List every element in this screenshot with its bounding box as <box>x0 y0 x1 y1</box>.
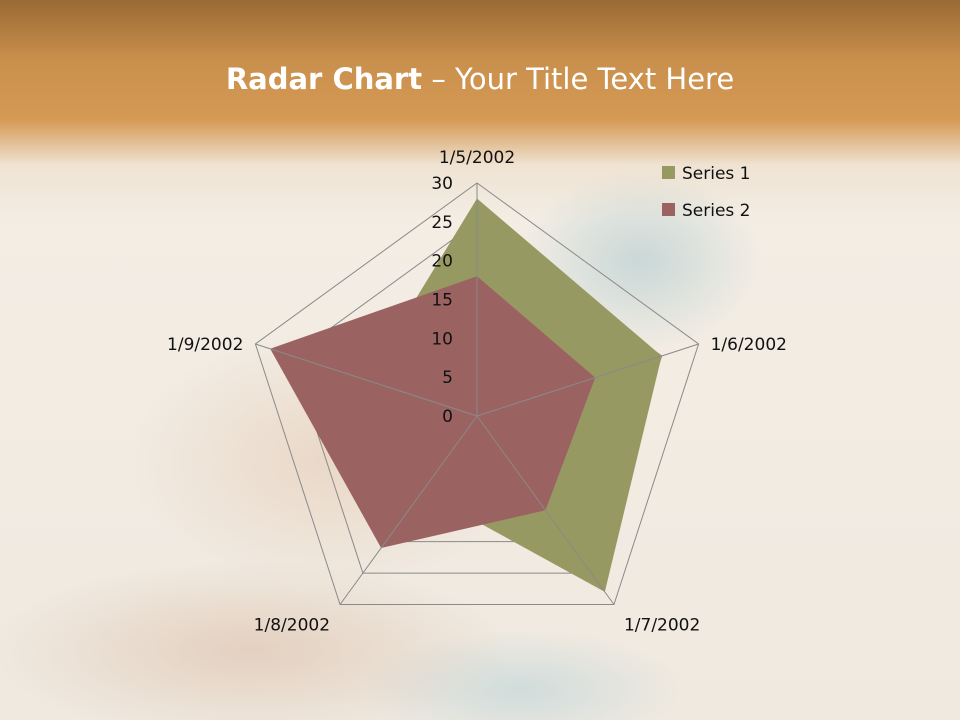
slide-title: Radar Chart – Your Title Text Here <box>0 62 960 96</box>
tick-label: 25 <box>431 213 453 233</box>
category-label: 1/9/2002 <box>167 335 243 355</box>
axis-spoke <box>255 343 478 417</box>
series-2-area <box>270 276 596 548</box>
tick-label: 30 <box>431 174 453 194</box>
category-label: 1/5/2002 <box>439 148 515 168</box>
tick-label: 15 <box>431 291 453 311</box>
grid-ring <box>254 182 700 606</box>
category-label: 1/7/2002 <box>624 616 700 636</box>
legend-label: Series 1 <box>682 164 751 184</box>
legend-label: Series 2 <box>682 201 751 221</box>
axis-spoke <box>476 343 699 417</box>
legend-swatch <box>662 166 675 179</box>
tick-label: 0 <box>442 407 453 427</box>
tick-label: 5 <box>442 368 453 388</box>
title-rest: – Your Title Text Here <box>422 62 735 96</box>
category-label: 1/6/2002 <box>711 335 787 355</box>
axis-spoke <box>476 415 615 605</box>
category-label: 1/8/2002 <box>254 616 330 636</box>
title-bold: Radar Chart <box>225 62 423 96</box>
tick-label: 10 <box>431 329 453 349</box>
axis-spoke <box>339 415 478 605</box>
tick-label: 20 <box>431 252 453 272</box>
legend-swatch <box>662 203 675 216</box>
